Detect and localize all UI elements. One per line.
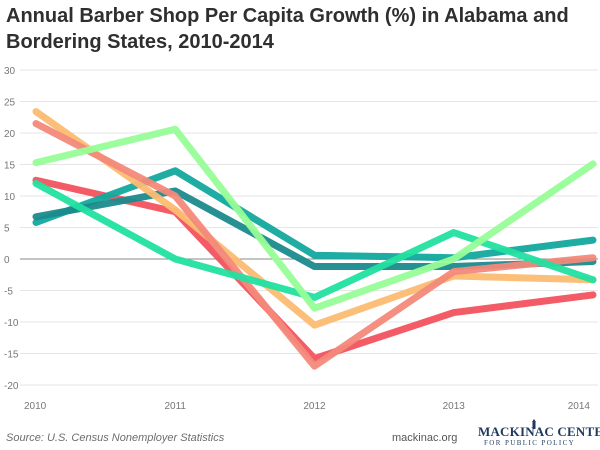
series-line-2 xyxy=(32,167,597,262)
y-tick-label: -10 xyxy=(4,318,19,329)
y-tick-label: 20 xyxy=(4,129,16,140)
logo-tagline: FOR PUBLIC POLICY xyxy=(484,439,576,447)
y-tick-label: 30 xyxy=(4,66,16,77)
chart-title: Annual Barber Shop Per Capita Growth (%)… xyxy=(6,5,569,53)
lighthouse-icon xyxy=(532,419,536,429)
x-tick-label: 2011 xyxy=(164,401,186,412)
y-tick-label: 25 xyxy=(4,98,16,109)
x-tick-label: 2012 xyxy=(303,401,326,412)
x-tick-label: 2014 xyxy=(568,401,591,412)
y-tick-label: 15 xyxy=(4,161,16,172)
logo-name: MACKINAC CENTER xyxy=(478,424,600,439)
y-tick-label: -5 xyxy=(4,287,13,298)
series-line-7 xyxy=(32,125,597,312)
y-tick-label: -20 xyxy=(4,381,19,392)
y-tick-label: 0 xyxy=(4,255,10,266)
site-link[interactable]: mackinac.org xyxy=(392,432,458,444)
y-tick-label: 5 xyxy=(4,224,10,235)
y-tick-label: -15 xyxy=(4,350,19,361)
y-tick-label: 10 xyxy=(4,192,16,203)
x-tick-label: 2010 xyxy=(24,401,47,412)
series-line-5 xyxy=(32,120,597,370)
mackinac-center-logo: MACKINAC CENTER FOR PUBLIC POLICY xyxy=(478,419,600,449)
source-note: Source: U.S. Census Nonemployer Statisti… xyxy=(6,432,225,444)
x-tick-label: 2013 xyxy=(443,401,466,412)
